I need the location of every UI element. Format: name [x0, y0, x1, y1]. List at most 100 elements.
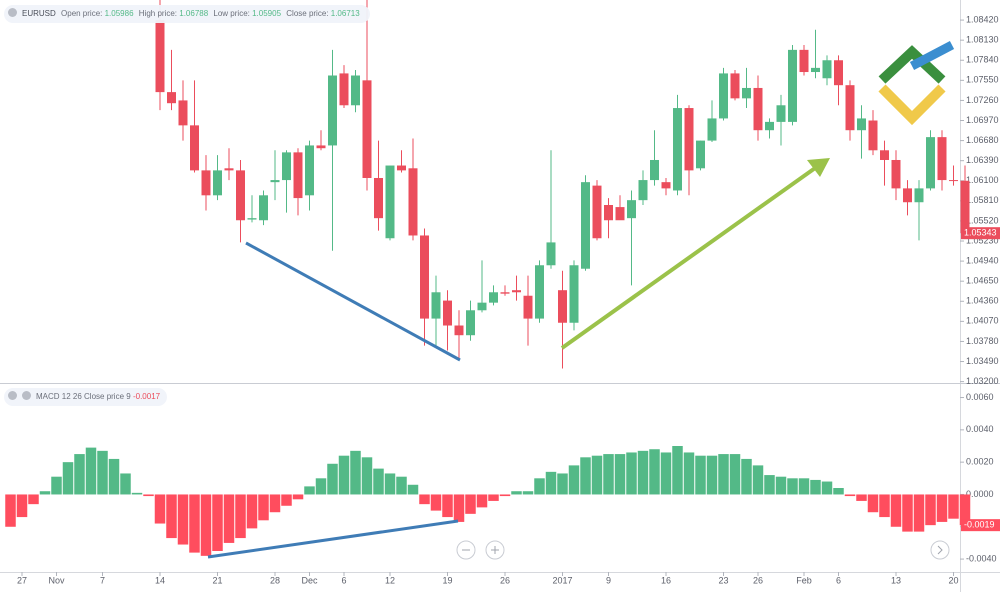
histogram-bar: [902, 494, 913, 532]
y-tick-label: 1.04940: [966, 255, 999, 265]
histogram-bar: [821, 481, 833, 495]
candle-body: [362, 80, 372, 178]
x-tick-label: Nov: [48, 575, 65, 585]
candle-body: [868, 120, 878, 151]
histogram-bar: [614, 454, 626, 495]
histogram-bar: [166, 494, 177, 539]
candle-body: [857, 118, 866, 131]
histogram-bar: [637, 450, 649, 495]
histogram-bar: [522, 491, 534, 495]
candle-body: [500, 292, 510, 294]
histogram-bar: [626, 452, 637, 495]
candle-body: [788, 49, 797, 122]
candle-body: [339, 73, 349, 106]
y-tick-label: 1.07260: [966, 95, 999, 105]
legend-value: 1.06788: [179, 9, 209, 18]
histogram-bar: [62, 462, 74, 495]
candle-body: [765, 121, 774, 131]
candle-body: [592, 185, 602, 239]
zoom-in-button[interactable]: [485, 540, 505, 560]
y-tick-label: 1.07550: [966, 75, 999, 85]
histogram-bar: [189, 494, 200, 553]
candle-body: [236, 170, 245, 221]
settings-icon[interactable]: [8, 8, 17, 17]
y-tick-label: 1.03490: [966, 356, 999, 366]
histogram-bar: [315, 478, 327, 495]
legend-value: 1.05905: [252, 9, 282, 18]
y-tick-label: 1.08420: [966, 14, 999, 24]
candle-body: [155, 20, 165, 93]
legend-label: Low price:: [213, 9, 250, 18]
x-tick-label: 19: [442, 575, 452, 585]
candle-body: [684, 108, 694, 171]
x-tick-label: 13: [891, 575, 901, 585]
histogram-bar: [361, 457, 373, 495]
histogram-bar: [430, 494, 442, 511]
candle-body: [569, 265, 579, 323]
legend-value: 1.05986: [104, 9, 134, 18]
histogram-bar: [269, 494, 281, 513]
candle-body: [385, 165, 395, 239]
scroll-right-button[interactable]: [930, 540, 950, 560]
zoom-out-button[interactable]: [456, 540, 476, 560]
candle-body: [926, 137, 935, 189]
histogram-bar: [131, 492, 143, 495]
histogram-bar: [442, 494, 453, 518]
y-tick-label: 0.0060: [966, 392, 994, 402]
last-price-tag: [961, 227, 1000, 240]
candle-body: [707, 118, 717, 141]
candle-body: [937, 137, 947, 181]
histogram-bar: [890, 494, 902, 527]
histogram-bar: [787, 478, 798, 495]
histogram-bar: [718, 454, 729, 495]
histogram-bar: [591, 455, 603, 495]
candle-body: [615, 207, 625, 221]
candle-body: [604, 205, 613, 221]
candle-body: [535, 265, 544, 319]
histogram-bar: [223, 494, 235, 543]
y-tick-label: 1.03780: [966, 336, 999, 346]
histogram-bar: [925, 494, 936, 526]
x-tick-label: 2017: [552, 575, 572, 585]
histogram-bar: [154, 494, 166, 524]
last-price-label: 1.05343: [964, 228, 997, 238]
candle-body: [420, 235, 429, 319]
histogram-bar: [16, 494, 28, 518]
close-icon[interactable]: [8, 391, 17, 400]
candle-body: [880, 150, 889, 160]
histogram-bar: [856, 494, 867, 501]
candle-body: [822, 60, 832, 79]
candle-body: [753, 87, 763, 131]
candle-body: [638, 180, 648, 201]
candle-body: [328, 75, 337, 146]
x-tick-label: 23: [718, 575, 728, 585]
candle-body: [316, 145, 326, 149]
x-tick-label: 20: [948, 575, 958, 585]
histogram-bar: [706, 455, 718, 495]
x-tick-label: 6: [836, 575, 841, 585]
y-tick-label: 1.06680: [966, 135, 999, 145]
x-tick-label: Dec: [301, 575, 318, 585]
settings-icon[interactable]: [22, 391, 31, 400]
histogram-bar: [143, 494, 154, 497]
histogram-bar: [74, 454, 85, 495]
candle-body: [581, 182, 590, 269]
histogram-bar: [568, 465, 580, 495]
y-tick-label: 1.05230: [966, 235, 999, 245]
histogram-bar: [384, 473, 396, 495]
candle-body: [397, 165, 406, 171]
last-value-tag: [961, 519, 1000, 532]
y-tick-label: -0.0040: [966, 553, 997, 563]
candle-body: [811, 67, 820, 73]
x-tick-label: 14: [155, 575, 165, 585]
candle-body: [776, 105, 786, 122]
candle-body: [282, 152, 291, 181]
x-tick-label: 26: [500, 575, 510, 585]
x-tick-label: 28: [270, 575, 280, 585]
legend-label: High price:: [138, 9, 178, 18]
candle-body: [673, 108, 682, 191]
legend-value: 1.06713: [330, 9, 360, 18]
histogram-bar: [85, 447, 97, 495]
histogram-bar: [534, 478, 545, 495]
histogram-bar: [350, 450, 361, 495]
